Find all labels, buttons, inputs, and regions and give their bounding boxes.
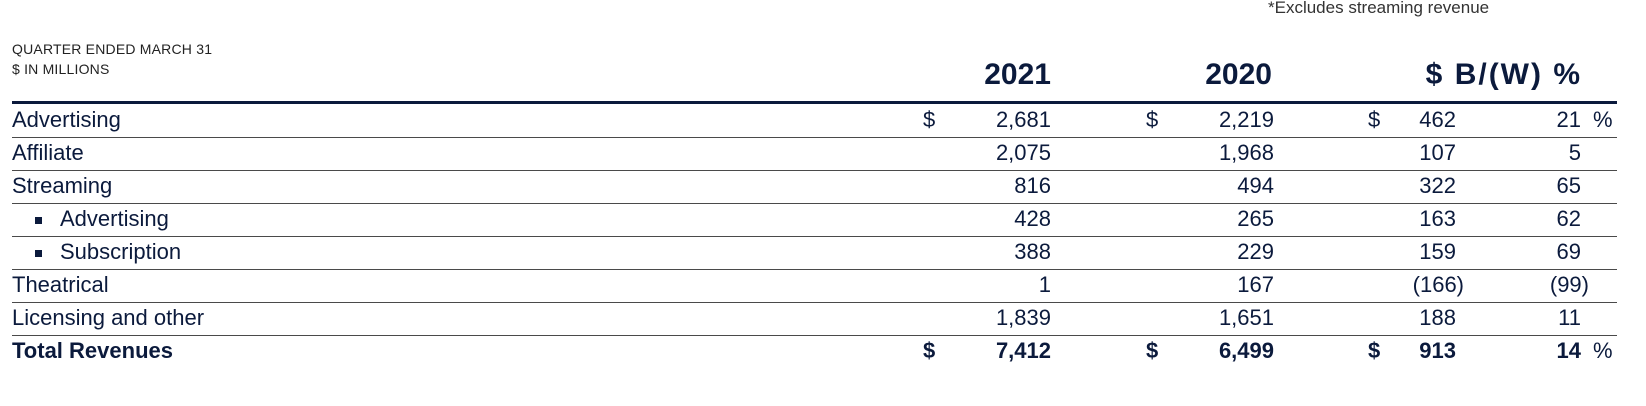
row-label: Total Revenues — [12, 338, 173, 363]
footnote: *Excludes streaming revenue — [1268, 0, 1490, 17]
value-percent: 21 — [1556, 107, 1581, 132]
percent-symbol: % — [1593, 107, 1613, 132]
value-percent: 65 — [1556, 173, 1581, 198]
value-2021: 7,412 — [995, 338, 1051, 363]
value-better-worse: 913 — [1419, 338, 1456, 363]
row-label: Affiliate — [12, 140, 84, 165]
value-percent: 62 — [1556, 206, 1581, 231]
currency-symbol: $ — [923, 107, 936, 132]
row-label: Advertising — [60, 206, 169, 231]
row-label: Streaming — [12, 173, 113, 198]
column-header-2020: 2020 — [1205, 58, 1272, 91]
value-percent: 14 — [1556, 338, 1581, 363]
row-label: Theatrical — [12, 272, 109, 297]
value-better-worse: 159 — [1419, 239, 1456, 264]
value-2021: 816 — [1014, 173, 1051, 198]
value-2020: 1,968 — [1218, 140, 1274, 165]
value-better-worse: 462 — [1419, 107, 1456, 132]
value-better-worse: 188 — [1419, 305, 1456, 330]
value-better-worse: 163 — [1419, 206, 1456, 231]
value-2021: 2,681 — [995, 107, 1051, 132]
units-label: $ IN MILLIONS — [12, 61, 110, 77]
value-percent: (99) — [1549, 272, 1589, 297]
value-2020: 2,219 — [1218, 107, 1274, 132]
table-row-streaming-subscription: Subscription 388 229 159 69 — [12, 236, 1617, 270]
percent-symbol: % — [1593, 338, 1613, 363]
currency-symbol: $ — [1146, 107, 1159, 132]
value-2021: 2,075 — [995, 140, 1051, 165]
value-better-worse: (166) — [1412, 272, 1464, 297]
period-label: QUARTER ENDED MARCH 31 — [12, 41, 213, 57]
value-2020: 1,651 — [1218, 305, 1274, 330]
value-2020: 494 — [1237, 173, 1274, 198]
value-2020: 229 — [1237, 239, 1274, 264]
column-header-better-worse: $ B/(W) % — [1425, 58, 1582, 91]
currency-symbol: $ — [923, 338, 936, 363]
header-rule — [12, 101, 1617, 104]
row-label: Licensing and other — [12, 305, 205, 330]
bullet-icon — [35, 217, 42, 224]
table-row-licensing-and-other: Licensing and other 1,839 1,651 188 11 — [12, 302, 1617, 336]
value-better-worse: 107 — [1419, 140, 1456, 165]
value-2021: 428 — [1014, 206, 1051, 231]
table-row-total-revenues: Total Revenues $ 7,412 $ 6,499 $ 913 14 … — [12, 335, 1617, 368]
column-header-2021: 2021 — [984, 58, 1051, 91]
row-label: Subscription — [60, 239, 182, 264]
table-row-theatrical: Theatrical 1 167 (166) (99) — [12, 269, 1617, 303]
bullet-icon — [35, 250, 42, 257]
value-2021: 1,839 — [995, 305, 1051, 330]
value-percent: 69 — [1556, 239, 1581, 264]
table-row-affiliate: Affiliate 2,075 1,968 107 5 — [12, 137, 1617, 171]
table-row-advertising: Advertising $ 2,681 $ 2,219 $ 462 21 % — [12, 104, 1617, 138]
value-2020: 265 — [1237, 206, 1274, 231]
value-percent: 11 — [1558, 305, 1581, 330]
currency-symbol: $ — [1146, 338, 1159, 363]
value-2021: 1 — [1038, 272, 1051, 297]
value-2020: 6,499 — [1218, 338, 1274, 363]
value-2020: 167 — [1237, 272, 1274, 297]
value-better-worse: 322 — [1419, 173, 1456, 198]
currency-symbol: $ — [1368, 107, 1381, 132]
currency-symbol: $ — [1368, 338, 1381, 363]
value-percent: 5 — [1568, 140, 1581, 165]
table-row-streaming-advertising: Advertising 428 265 163 62 — [12, 203, 1617, 237]
value-2021: 388 — [1014, 239, 1051, 264]
table-row-streaming: Streaming 816 494 322 65 — [12, 170, 1617, 204]
row-label: Advertising — [12, 107, 121, 132]
